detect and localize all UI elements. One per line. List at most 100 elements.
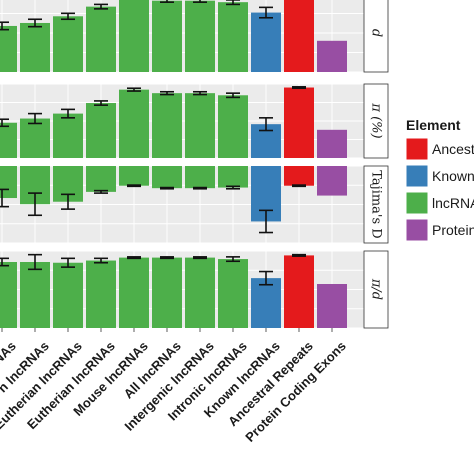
error-bar	[0, 257, 9, 267]
legend-title: Element	[406, 117, 461, 133]
error-bar	[28, 112, 42, 125]
bar	[152, 166, 182, 189]
error-bar	[292, 253, 306, 257]
bar	[119, 0, 149, 72]
bar	[53, 262, 83, 328]
error-bar	[61, 108, 75, 119]
error-bar	[160, 186, 174, 190]
error-bar	[94, 257, 108, 264]
error-bar	[61, 257, 75, 268]
facet-strip	[363, 0, 389, 73]
bar	[53, 16, 83, 73]
legend-swatch	[405, 164, 429, 188]
error-bar	[160, 256, 174, 260]
bar	[152, 257, 182, 328]
error-bar	[160, 90, 174, 96]
error-bar	[193, 256, 207, 260]
legend-label: lncRNAs	[432, 195, 474, 211]
error-bar	[160, 0, 174, 3]
bar	[119, 89, 149, 158]
facet-panel: π/d	[0, 250, 389, 329]
bar	[185, 257, 215, 328]
error-bar	[127, 184, 141, 188]
bar	[284, 0, 314, 72]
error-bar	[193, 90, 207, 96]
error-bar	[226, 0, 240, 6]
bar	[152, 93, 182, 158]
facet-strip	[363, 83, 389, 159]
error-bar	[94, 3, 108, 10]
bar	[185, 166, 215, 189]
bar	[251, 12, 281, 73]
bar	[284, 255, 314, 328]
error-bar	[94, 189, 108, 194]
error-bar	[193, 0, 207, 3]
error-bar	[0, 188, 9, 208]
bar	[0, 25, 17, 73]
facet-panel: π (%)	[0, 83, 389, 159]
bar	[317, 284, 347, 328]
error-bar	[61, 12, 75, 21]
error-bar	[28, 18, 42, 28]
error-bar	[292, 184, 306, 188]
bar	[86, 6, 116, 73]
error-bar	[226, 185, 240, 190]
bar	[86, 166, 116, 192]
bar	[53, 113, 83, 158]
bar	[20, 262, 50, 328]
error-bar	[259, 209, 273, 234]
legend-label: Known lncRNAs	[432, 168, 474, 184]
bar	[20, 22, 50, 72]
error-bar	[28, 192, 42, 217]
error-bar	[292, 86, 306, 90]
bar	[317, 129, 347, 158]
error-bar	[0, 21, 9, 31]
facet-strip	[363, 165, 389, 244]
bar	[20, 118, 50, 158]
bar	[317, 40, 347, 72]
bar	[0, 262, 17, 328]
bar	[218, 95, 248, 158]
legend-label: Protein Coding Exons	[432, 222, 474, 238]
facet-panel: d	[0, 0, 389, 73]
facet-strip	[363, 250, 389, 329]
bar	[317, 166, 347, 196]
bar	[185, 0, 215, 72]
bar	[86, 103, 116, 158]
error-bar	[0, 118, 9, 128]
error-bar	[127, 87, 141, 92]
bar	[119, 257, 149, 328]
legend: Element Ancestral Repeats Known lncRNAs lnc…	[405, 117, 474, 242]
bar	[0, 122, 17, 158]
error-bar	[259, 117, 273, 132]
bar	[218, 166, 248, 188]
legend-swatch	[405, 218, 429, 242]
bar	[185, 93, 215, 158]
bar	[284, 166, 314, 186]
facet-panel: Tajima's D	[0, 165, 389, 244]
error-bar	[259, 6, 273, 19]
bar	[152, 0, 182, 72]
facet-label: π/d	[369, 278, 384, 300]
error-bar	[127, 256, 141, 260]
error-bar	[259, 270, 273, 286]
error-bar	[94, 100, 108, 106]
error-bar	[193, 186, 207, 190]
facet-label: Tajima's D	[369, 170, 384, 238]
facet-label: π (%)	[369, 102, 384, 138]
legend-swatch	[405, 191, 429, 215]
error-bar	[226, 92, 240, 99]
bar	[218, 259, 248, 328]
error-bar	[28, 253, 42, 271]
bar	[218, 2, 248, 73]
error-bar	[61, 193, 75, 210]
facet-label: d	[369, 29, 384, 37]
legend-swatch	[405, 137, 429, 161]
bar	[86, 260, 116, 328]
bar	[251, 278, 281, 328]
legend-label: Ancestral Repeats	[432, 141, 474, 157]
bar	[119, 166, 149, 186]
error-bar	[226, 256, 240, 263]
